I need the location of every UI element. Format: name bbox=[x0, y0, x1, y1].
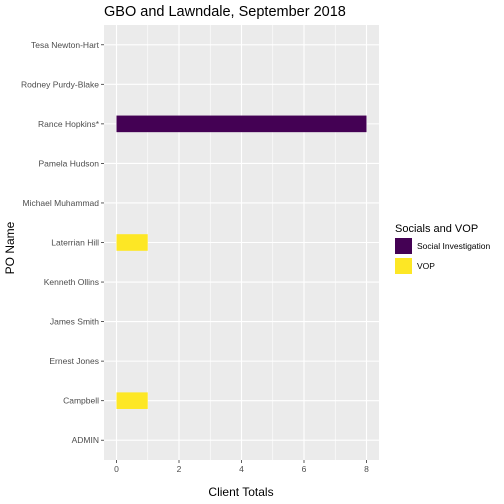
y-tick-label: Rodney Purdy-Blake bbox=[21, 79, 99, 89]
x-tick-label: 8 bbox=[364, 464, 369, 474]
bar-rance-hopkins-social-investigation bbox=[116, 115, 367, 133]
grid-lines bbox=[104, 25, 379, 460]
x-tick-label: 4 bbox=[239, 464, 244, 474]
y-tick-label: Ernest Jones bbox=[49, 356, 99, 366]
bar-laterrian-hill-vop bbox=[116, 234, 148, 251]
chart-title: GBO and Lawndale, September 2018 bbox=[104, 4, 346, 20]
legend: Socials and VOP Social Investigation VOP bbox=[395, 223, 491, 274]
x-axis-title: Client Totals bbox=[208, 485, 273, 499]
legend-title: Socials and VOP bbox=[395, 223, 478, 235]
y-tick-label: ADMIN bbox=[72, 435, 99, 445]
legend-label: Social Investigation bbox=[417, 241, 491, 251]
x-tick-label: 0 bbox=[114, 464, 119, 474]
x-tick-label: 6 bbox=[302, 464, 307, 474]
y-tick-label: Michael Muhammad bbox=[22, 198, 99, 208]
legend-swatch bbox=[395, 258, 412, 274]
y-tick-label: Laterrian Hill bbox=[51, 238, 99, 248]
y-axis-ticks: Tesa Newton-Hart Rodney Purdy-Blake Rance … bbox=[21, 40, 104, 445]
y-tick-label: James Smith bbox=[50, 317, 99, 327]
y-tick-label: Kenneth Ollins bbox=[44, 277, 99, 287]
bars bbox=[116, 115, 367, 409]
y-axis-title: PO Name bbox=[3, 221, 17, 274]
y-tick-label: Rance Hopkins* bbox=[38, 119, 100, 129]
y-tick-label: Campbell bbox=[63, 396, 99, 406]
x-tick-label: 2 bbox=[177, 464, 182, 474]
legend-swatch bbox=[395, 238, 412, 254]
y-tick-label: Pamela Hudson bbox=[39, 158, 100, 168]
bar-campbell-vop bbox=[116, 392, 148, 409]
x-axis-ticks: 0 2 4 6 8 bbox=[114, 460, 369, 474]
legend-label: VOP bbox=[417, 261, 435, 271]
y-tick-label: Tesa Newton-Hart bbox=[31, 40, 100, 50]
